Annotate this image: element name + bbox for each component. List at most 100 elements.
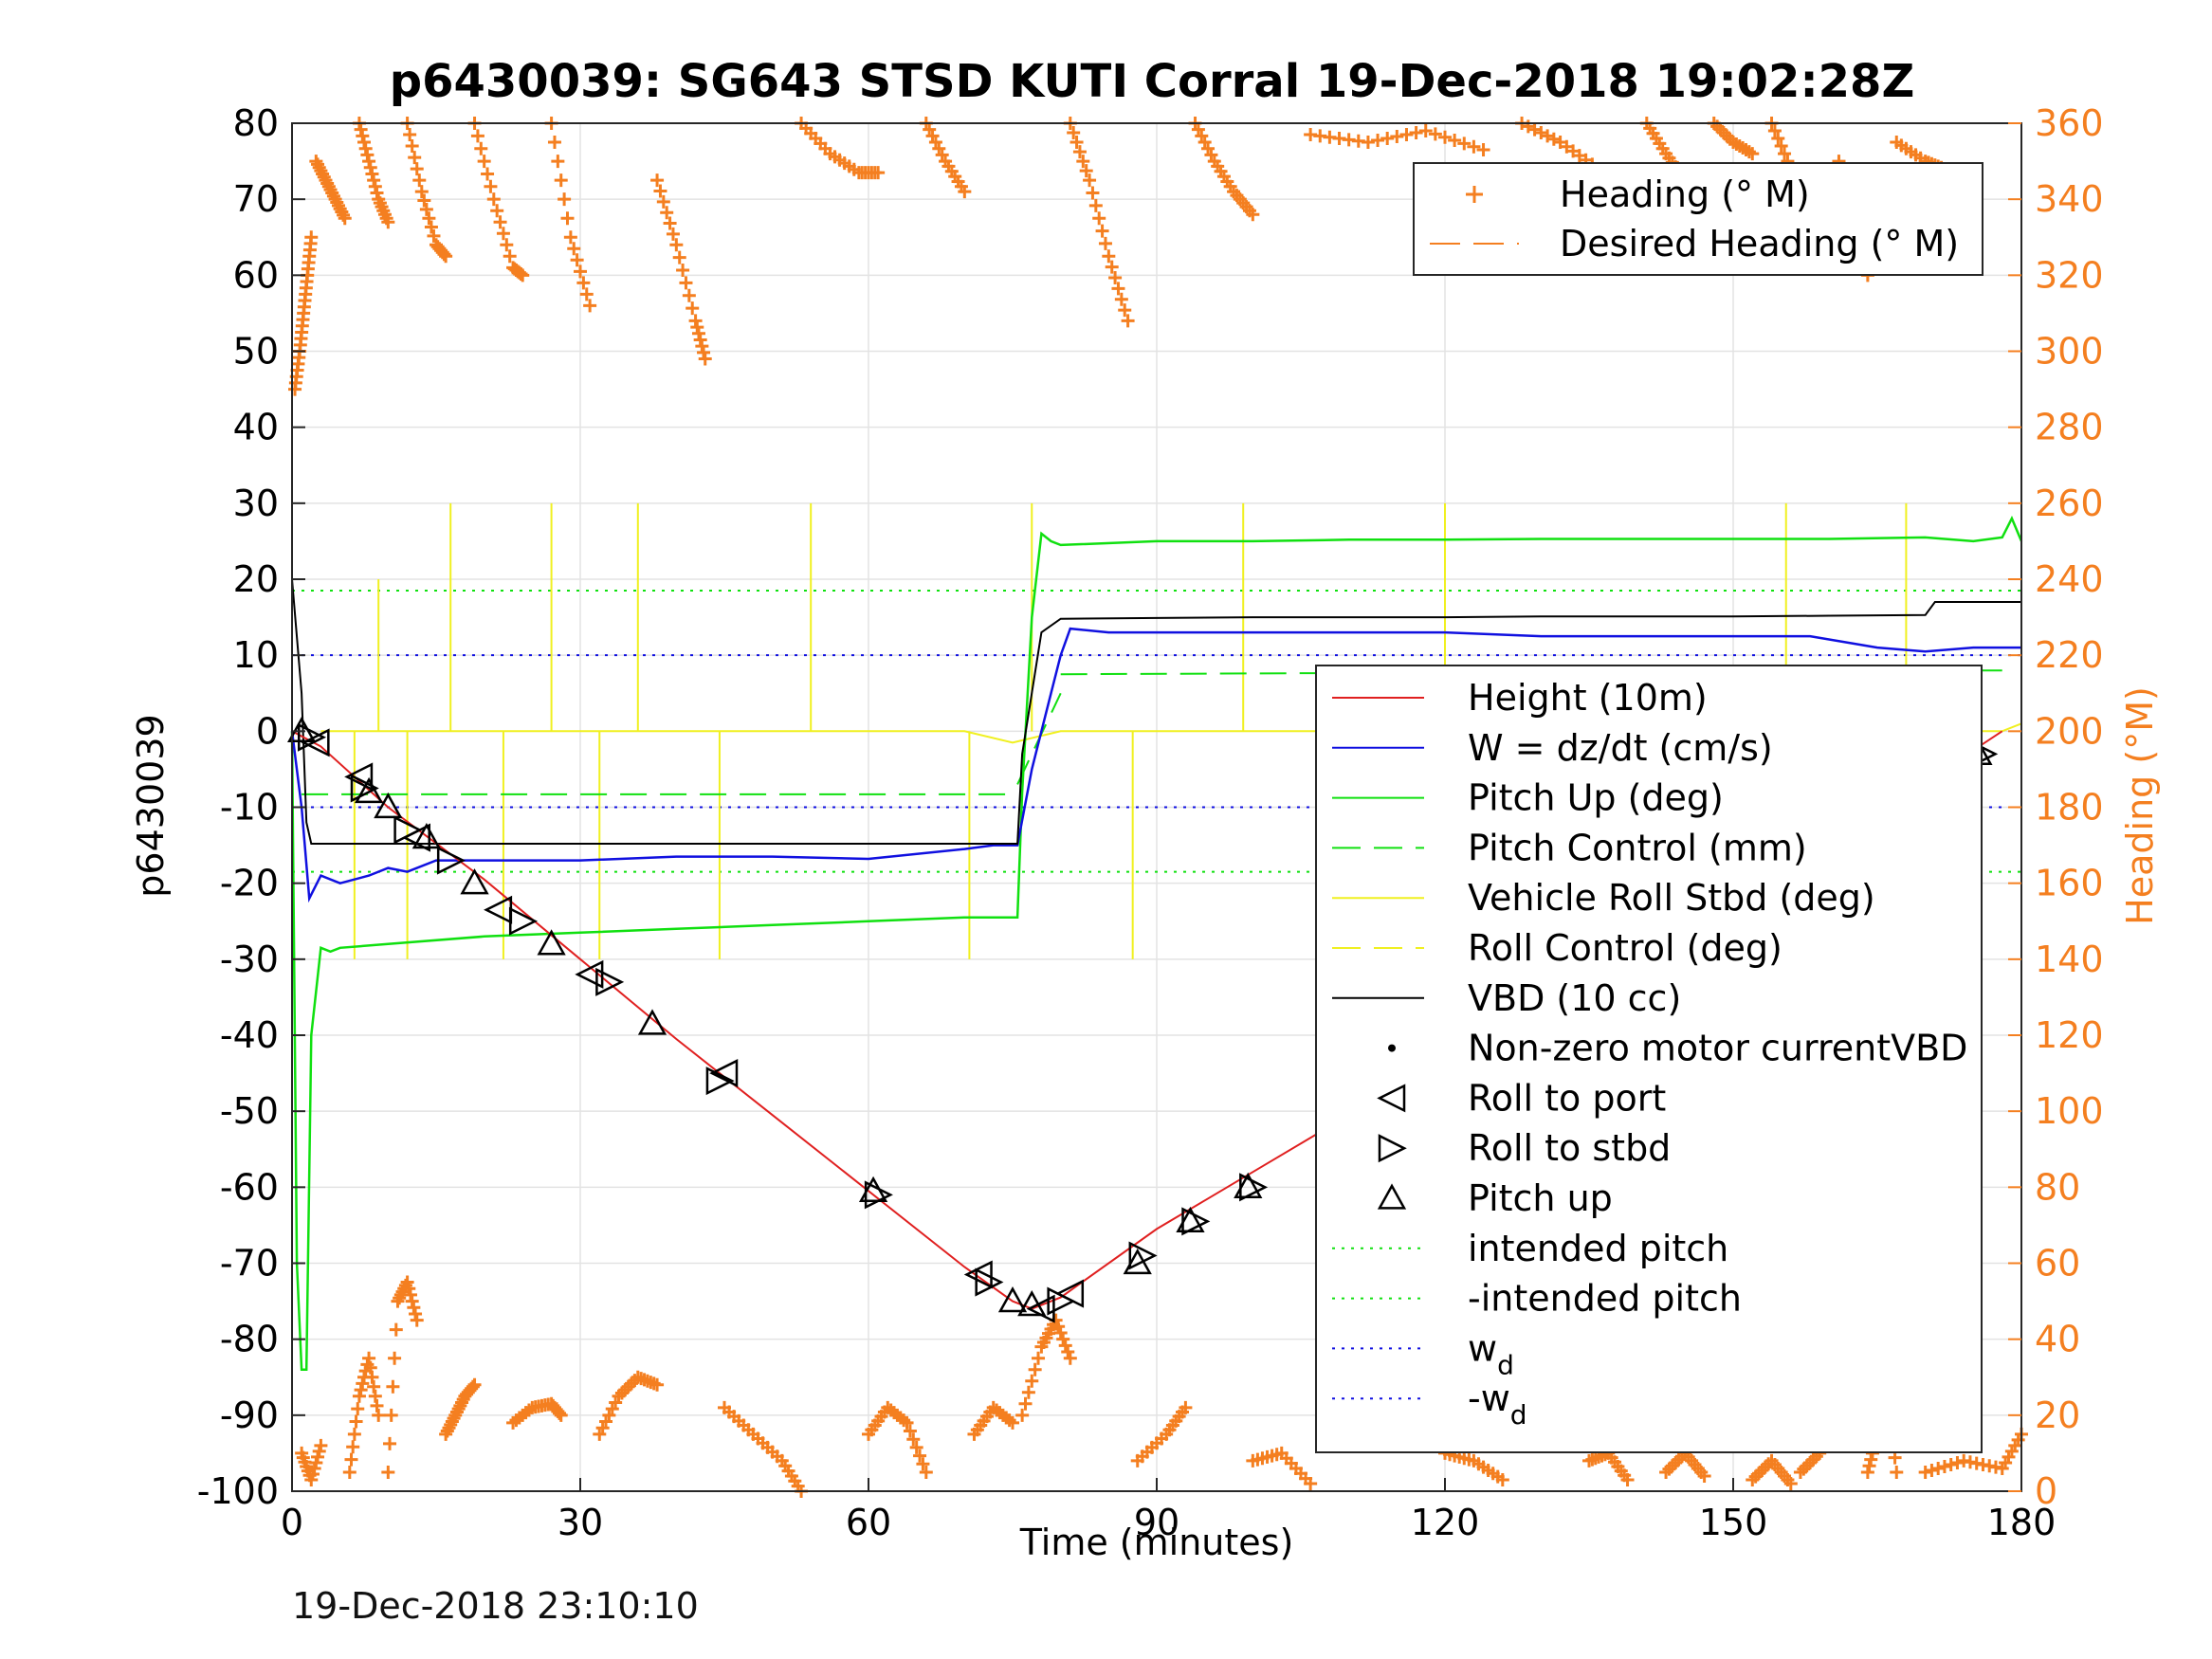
- legend-label: intended pitch: [1468, 1228, 1728, 1269]
- right-axis-label: Heading (°M): [2119, 686, 2161, 925]
- roll-to-port-marker: [344, 762, 374, 792]
- legend-label: Vehicle Roll Stbd (deg): [1468, 877, 1875, 919]
- heading-point: [1890, 1465, 1904, 1479]
- legend-swatch: [1388, 1044, 1396, 1052]
- roll-to-stbd-marker: [350, 774, 379, 803]
- heading-point: [1058, 1339, 1072, 1353]
- w-series: [290, 627, 2021, 903]
- heading-point: [958, 185, 972, 199]
- left-tick-label: -20: [220, 863, 279, 904]
- heading-point: [579, 287, 594, 301]
- heading-legend: Heading (° M) Desired Heading (° M): [1413, 162, 1983, 276]
- heading-point: [1088, 198, 1103, 212]
- heading-point: [1025, 1374, 1039, 1388]
- heading-point: [1108, 271, 1123, 285]
- left-tick-label: 70: [233, 178, 279, 220]
- heading-point: [402, 1282, 416, 1296]
- heading-point: [365, 167, 379, 181]
- heading-point: [356, 129, 370, 143]
- heading-point: [1121, 314, 1135, 328]
- heading-point: [363, 1360, 377, 1375]
- pitch-up-marker: [637, 1009, 667, 1035]
- left-tick-label: -60: [220, 1166, 279, 1208]
- heading-point: [1697, 1468, 1711, 1483]
- heading-point: [490, 204, 504, 218]
- heading-point: [344, 1452, 358, 1467]
- roll-to-port-marker: [963, 1260, 993, 1289]
- right-tick-label: 60: [2035, 1243, 2080, 1285]
- heading-point: [1114, 292, 1128, 306]
- heading-point: [381, 215, 395, 229]
- heading-point: [547, 136, 561, 150]
- legend-label: Pitch up: [1468, 1177, 1613, 1219]
- roll-to-port-marker: [575, 959, 604, 989]
- heading-point: [338, 211, 352, 226]
- heading-point: [1937, 1459, 1951, 1473]
- heading-point: [576, 276, 591, 290]
- roll-to-stbd-marker: [436, 846, 466, 875]
- heading-point: [1390, 130, 1404, 144]
- heading-point: [500, 238, 514, 252]
- heading-point: [365, 1370, 379, 1384]
- heading-point: [1620, 1472, 1635, 1486]
- heading-point: [403, 128, 417, 142]
- roll-to-stbd-marker: [705, 1066, 735, 1096]
- heading-point: [679, 276, 693, 290]
- heading-point: [1448, 134, 1462, 148]
- heading-point: [496, 227, 510, 241]
- heading-point: [424, 220, 438, 234]
- legend-label: VBD (10 cc): [1468, 977, 1681, 1019]
- heading-point: [650, 173, 665, 188]
- heading-point: [1021, 1385, 1035, 1399]
- left-tick-label: 80: [233, 102, 279, 144]
- heading-point: [871, 166, 886, 180]
- right-tick-label: 180: [2035, 787, 2104, 829]
- heading-point: [477, 155, 491, 169]
- heading-point: [669, 238, 684, 252]
- heading-legend-swatch: [1466, 186, 1483, 203]
- heading-point: [682, 288, 696, 302]
- heading-point: [351, 1402, 365, 1416]
- heading-point: [403, 1287, 417, 1302]
- roll-to-port-marker: [709, 1059, 739, 1088]
- right-tick-label: 160: [2035, 863, 2104, 904]
- heading-point: [1111, 282, 1125, 296]
- heading-point: [409, 1306, 423, 1321]
- pitch-up-marker: [460, 868, 489, 895]
- chart-title: p6430039: SG643 STSD KUTI Corral 19-Dec-…: [390, 55, 1915, 108]
- heading-point: [690, 320, 704, 335]
- heading-point: [1767, 124, 1782, 138]
- heading-point: [1095, 224, 1109, 238]
- vbd-series: [291, 578, 2021, 845]
- x-axis-label: Time (minutes): [1019, 1522, 1294, 1563]
- left-tick-label: -100: [197, 1470, 279, 1512]
- heading-point: [1931, 1461, 1946, 1475]
- heading-point: [360, 148, 375, 162]
- heading-point: [691, 326, 705, 340]
- pitch-up-marker: [537, 929, 566, 956]
- right-tick-label: 300: [2035, 331, 2104, 373]
- heading-point: [314, 1438, 328, 1452]
- heading-point: [412, 173, 427, 188]
- left-tick-label: -50: [220, 1090, 279, 1132]
- heading-point: [1083, 173, 1097, 188]
- heading-point: [368, 1389, 382, 1403]
- heading-point: [367, 1379, 381, 1394]
- heading-point: [909, 1440, 923, 1454]
- x-axis-ticks: 0 30 60 90 120 150 180: [281, 1478, 2056, 1543]
- legend-label: Roll Control (deg): [1468, 927, 1782, 969]
- heading-point: [410, 162, 424, 176]
- heading-point: [688, 314, 703, 328]
- right-tick-label: 360: [2035, 102, 2104, 144]
- left-axis-label: p6430039: [130, 714, 172, 897]
- heading-point: [697, 345, 711, 359]
- heading-point: [1053, 1325, 1068, 1340]
- x-tick-label: 150: [1699, 1502, 1768, 1543]
- heading-point: [698, 352, 712, 366]
- pitch-up-line: [290, 515, 2023, 1371]
- heading-point: [1457, 137, 1472, 151]
- heading-point: [916, 1457, 930, 1471]
- heading-point: [427, 228, 441, 243]
- roll-to-stbd-marker: [975, 1267, 1004, 1297]
- heading-point: [466, 1379, 480, 1394]
